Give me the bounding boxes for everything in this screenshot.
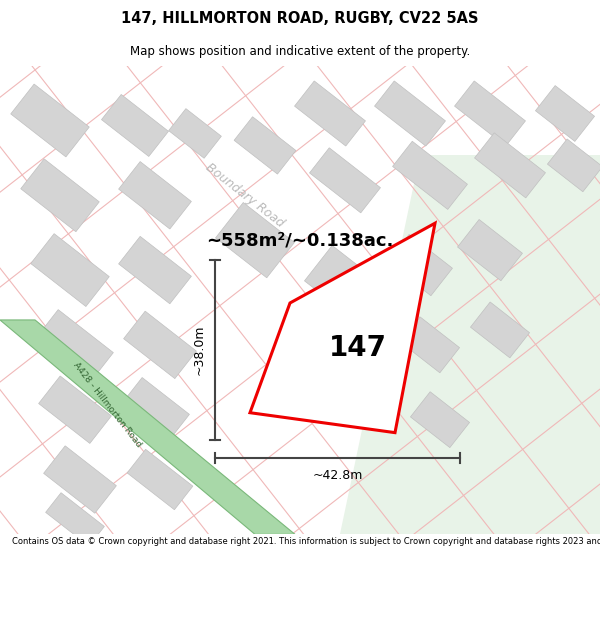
Polygon shape [0, 320, 295, 534]
Polygon shape [44, 446, 116, 513]
Polygon shape [310, 148, 380, 213]
Text: 147, HILLMORTON ROAD, RUGBY, CV22 5AS: 147, HILLMORTON ROAD, RUGBY, CV22 5AS [121, 11, 479, 26]
Polygon shape [340, 156, 600, 534]
Text: ~558m²/~0.138ac.: ~558m²/~0.138ac. [206, 231, 394, 249]
Polygon shape [374, 81, 445, 146]
Polygon shape [121, 378, 190, 442]
Polygon shape [46, 492, 104, 546]
Polygon shape [101, 94, 169, 156]
Polygon shape [127, 449, 193, 510]
Polygon shape [535, 86, 595, 141]
Polygon shape [388, 234, 452, 296]
Text: Map shows position and indicative extent of the property.: Map shows position and indicative extent… [130, 45, 470, 58]
Polygon shape [470, 302, 530, 358]
Polygon shape [250, 223, 435, 432]
Polygon shape [475, 133, 545, 198]
Text: ~42.8m: ~42.8m [313, 469, 362, 482]
Polygon shape [295, 81, 365, 146]
Polygon shape [11, 84, 89, 157]
Text: 147: 147 [329, 334, 386, 362]
Text: A428 - Hillmorton Road: A428 - Hillmorton Road [71, 361, 143, 449]
Polygon shape [119, 236, 191, 304]
Polygon shape [124, 311, 196, 379]
Polygon shape [234, 117, 296, 174]
Polygon shape [37, 309, 113, 380]
Polygon shape [410, 392, 470, 448]
Polygon shape [455, 81, 526, 146]
Polygon shape [392, 141, 467, 209]
Polygon shape [215, 202, 295, 278]
Polygon shape [304, 246, 376, 314]
Polygon shape [547, 139, 600, 192]
Polygon shape [119, 162, 191, 229]
Polygon shape [169, 109, 221, 158]
Text: ~38.0m: ~38.0m [193, 324, 205, 375]
Polygon shape [38, 376, 112, 443]
Polygon shape [400, 317, 460, 372]
Polygon shape [458, 219, 523, 281]
Text: Boundary Road: Boundary Road [203, 161, 287, 230]
Polygon shape [31, 234, 109, 306]
Text: Contains OS data © Crown copyright and database right 2021. This information is : Contains OS data © Crown copyright and d… [12, 538, 600, 546]
Polygon shape [21, 159, 99, 232]
